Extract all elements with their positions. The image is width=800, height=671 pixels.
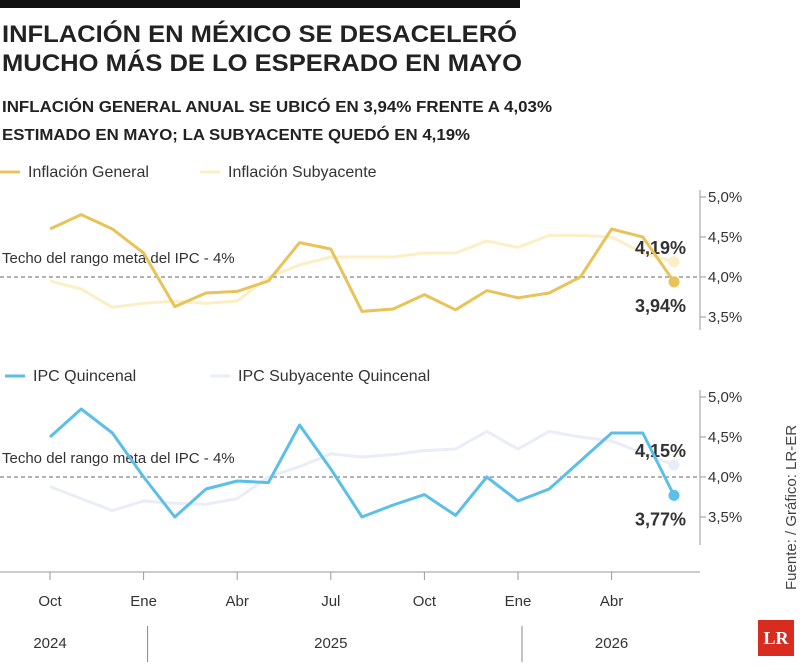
title: MUCHO MÁS DE LO ESPERADO EN MAYO (2, 49, 522, 77)
subtitle: ESTIMADO EN MAYO; LA SUBYACENTE QUEDÓ EN… (2, 125, 470, 144)
x-tick-label: Abr (226, 593, 249, 610)
x-tick-label: Oct (413, 593, 437, 610)
x-tick-label: Ene (505, 593, 532, 610)
reference-label: Techo del rango meta del IPC - 4% (2, 250, 235, 267)
y-tick-label: 4,0% (708, 469, 742, 486)
y-tick-label: 3,5% (708, 509, 742, 526)
y-tick-label: 3,5% (708, 309, 742, 326)
end-label: 3,77% (635, 509, 686, 529)
subtitle: INFLACIÓN GENERAL ANUAL SE UBICÓ EN 3,94… (2, 97, 552, 116)
y-tick-label: 4,5% (708, 429, 742, 446)
end-label: 3,94% (635, 296, 686, 316)
logo: LR (763, 628, 789, 648)
y-tick-label: 5,0% (708, 389, 742, 406)
year-label: 2025 (314, 635, 347, 652)
legend-label: Inflación General (28, 164, 149, 181)
reference-label: Techo del rango meta del IPC - 4% (2, 450, 235, 467)
x-tick-label: Jul (321, 593, 340, 610)
y-tick-label: 4,0% (708, 269, 742, 286)
top-bar (0, 0, 520, 8)
year-label: 2026 (595, 635, 628, 652)
line (49, 429, 675, 513)
year-label: 2024 (33, 635, 66, 652)
end-point (668, 489, 680, 501)
title: INFLACIÓN EN MÉXICO SE DESACELERÓ (2, 20, 517, 48)
end-point (668, 256, 680, 268)
end-point (668, 459, 680, 471)
line (49, 233, 675, 309)
legend-label: IPC Quincenal (33, 368, 136, 385)
y-tick-label: 5,0% (708, 189, 742, 206)
line (49, 213, 676, 313)
x-tick-label: Ene (130, 593, 157, 610)
y-tick-label: 4,5% (708, 229, 742, 246)
legend-label: Inflación Subyacente (228, 164, 377, 181)
logo-box (758, 620, 794, 656)
source: Fuente: / Gráfico: LR-ER (783, 425, 800, 590)
x-tick-label: Abr (600, 593, 623, 610)
legend-label: IPC Subyacente Quincenal (238, 368, 430, 385)
end-point (668, 276, 680, 288)
line (48, 407, 676, 519)
x-tick-label: Oct (38, 593, 62, 610)
end-label: 4,15% (635, 441, 686, 461)
end-label: 4,19% (635, 238, 686, 258)
